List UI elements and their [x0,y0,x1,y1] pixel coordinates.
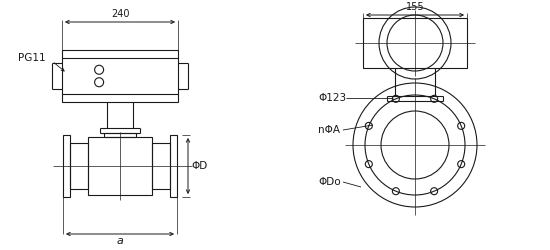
Text: PG11: PG11 [18,53,46,63]
Text: 240: 240 [111,9,129,19]
Text: Φ123: Φ123 [318,93,346,103]
Bar [62,50,178,102]
Text: a: a [117,236,123,246]
Text: nΦA: nΦA [318,125,340,135]
Text: ΦDo: ΦDo [318,177,340,187]
Bar [88,137,152,195]
Bar [70,143,88,189]
Bar [170,135,177,197]
Bar [152,143,170,189]
Bar [363,18,467,68]
Bar [63,135,70,197]
Text: 155: 155 [406,2,424,12]
Text: ΦD: ΦD [191,161,207,171]
